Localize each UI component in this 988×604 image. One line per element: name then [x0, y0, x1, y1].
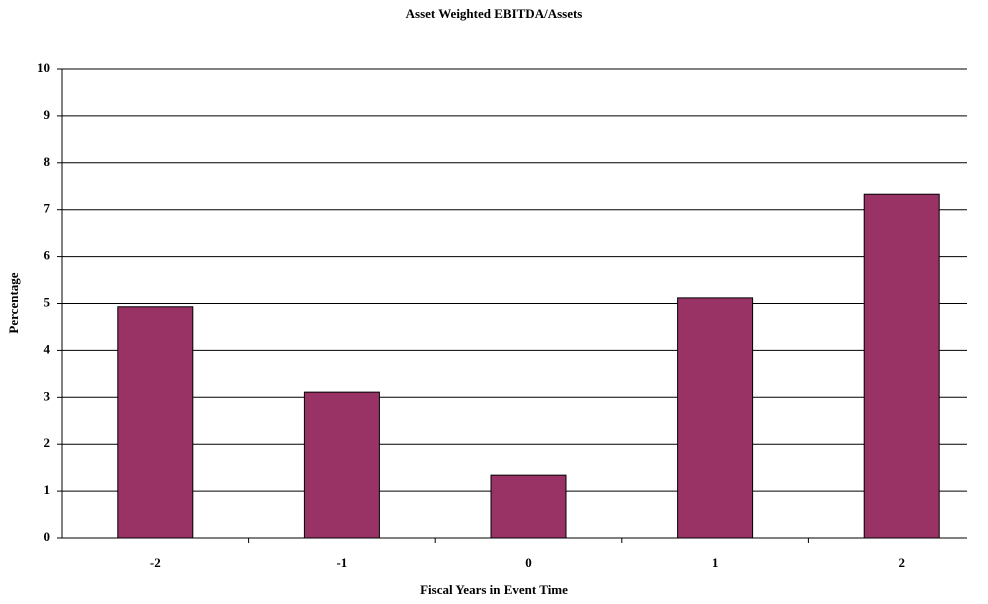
bar: [677, 297, 754, 539]
chart-title: Asset Weighted EBITDA/Assets: [406, 6, 583, 21]
bar: [490, 474, 567, 539]
y-tick-label: 5: [44, 294, 51, 309]
y-tick-label: 9: [44, 107, 51, 122]
x-tick-label: 1: [712, 555, 719, 570]
y-tick-label: 0: [44, 529, 51, 544]
y-tick-label: 2: [44, 435, 51, 450]
y-tick-label: 3: [44, 388, 51, 403]
x-tick-label: -2: [150, 555, 161, 570]
y-tick-label: 6: [44, 248, 51, 263]
bar: [117, 306, 194, 539]
y-tick-label: 8: [44, 154, 51, 169]
x-axis-label: Fiscal Years in Event Time: [420, 582, 568, 597]
y-tick-label: 1: [44, 482, 51, 497]
y-tick-label: 7: [44, 201, 51, 216]
y-axis-label: Percentage: [6, 272, 21, 333]
x-tick-label: -1: [336, 555, 347, 570]
bar: [303, 391, 380, 539]
y-tick-label: 4: [44, 341, 51, 356]
bar: [863, 193, 940, 539]
x-tick-label: 2: [898, 555, 905, 570]
x-tick-label: 0: [525, 555, 532, 570]
y-tick-label: 10: [37, 60, 50, 75]
